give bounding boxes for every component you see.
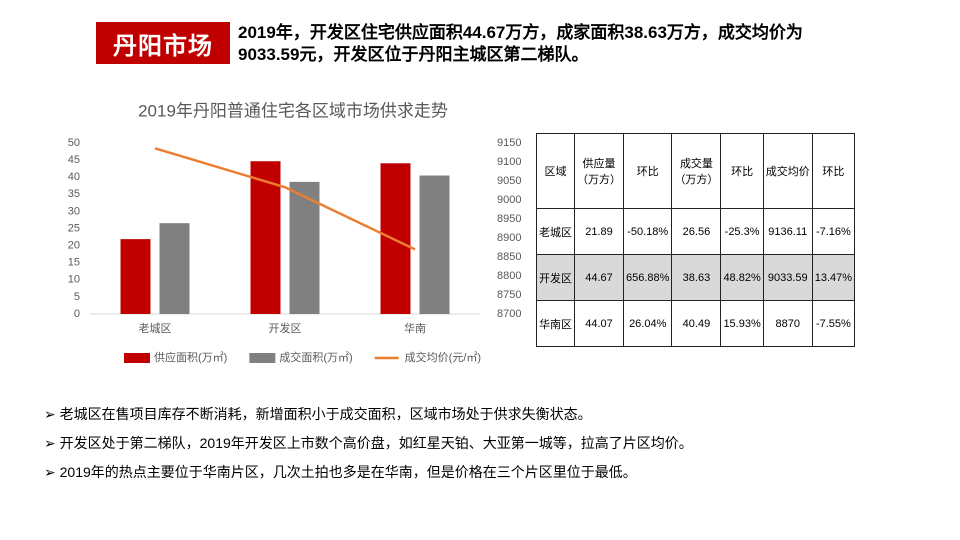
x-tick-label: 老城区 — [139, 322, 172, 335]
table-cell: -7.16% — [811, 208, 856, 255]
y-tick-label: 15 — [68, 257, 80, 269]
legend-label: 供应面积(万㎡) — [154, 350, 227, 364]
y-tick-label: 5 — [74, 291, 80, 303]
legend-swatch — [249, 353, 276, 363]
y-tick-label: 50 — [68, 137, 80, 149]
bullet-list: 老城区在售项目库存不断消耗，新增面积小于成交面积，区域市场处于供求失衡状态。开发… — [44, 403, 693, 490]
slide-title: 丹阳市场 — [96, 22, 230, 64]
y2-tick-label: 8950 — [497, 213, 521, 225]
y2-tick-label: 8900 — [497, 232, 521, 244]
bullet: 2019年的热点主要位于华南片区，几次土拍也多是在华南，但是价格在三个片区里位于… — [44, 461, 693, 490]
table-cell: 8870 — [762, 300, 813, 347]
summary-line: 9033.59元，开发区位于丹阳主城区第二梯队。 — [238, 45, 589, 64]
header-cell: 供应量 （万方） — [574, 133, 624, 209]
header-text: 供应量 — [582, 158, 616, 170]
table-cell: 13.47% — [811, 254, 856, 301]
header-text: 环比 — [822, 166, 845, 178]
header-text: 成交均价 — [765, 166, 810, 178]
y2-tick-label: 9050 — [497, 175, 521, 187]
y-tick-label: 10 — [68, 274, 80, 286]
bullet: 老城区在售项目库存不断消耗，新增面积小于成交面积，区域市场处于供求失衡状态。 — [44, 403, 693, 432]
table-cell: 9136.11 — [762, 208, 813, 255]
y-tick-label: 25 — [68, 222, 80, 234]
y-tick-label: 30 — [68, 205, 80, 217]
bar — [120, 239, 151, 314]
y-tick-label: 40 — [68, 171, 80, 183]
legend-label: 成交面积(万㎡) — [279, 350, 352, 364]
table-row: 华南区 44.07 26.04% 40.49 15.93% 8870 -7.55% — [536, 300, 856, 347]
table-cell: 38.63 — [671, 254, 722, 301]
table-cell: 21.89 — [574, 208, 624, 255]
summary-line: 2019年，开发区住宅供应面积44.67万方，成家面积38.63万方，成交均价为 — [238, 23, 803, 42]
bar — [289, 181, 320, 314]
header-cell: 区域 — [536, 133, 575, 209]
header-cell: 环比 — [622, 133, 673, 209]
data-table: 区域 供应量 （万方） 环比 成交量 （万方） 环比 成交均价 环比 老城区 21.89 -50.18… — [536, 133, 856, 347]
header-cell: 成交量 （万方） — [671, 133, 722, 209]
header-text: 环比 — [636, 166, 659, 178]
y2-tick-label: 8750 — [497, 289, 521, 301]
table-row: 开发区 44.67 656.88% 38.63 48.82% 9033.59 13.47% — [536, 254, 856, 301]
x-tick-label: 华南 — [404, 321, 426, 335]
bar — [419, 175, 450, 314]
bar — [159, 223, 190, 314]
table-cell: -50.18% — [622, 208, 673, 255]
y2-tick-label: 8700 — [497, 308, 521, 320]
chart: 2019年丹阳普通住宅各区域市场供求走势 0 5 10 15 20 25 30 35 40 45 5… — [68, 101, 522, 364]
summary: 2019年，开发区住宅供应面积44.67万方，成家面积38.63万方，成交均价为… — [238, 22, 803, 66]
table-cell: 44.67 — [574, 254, 624, 301]
table-cell: 华南区 — [536, 300, 575, 347]
x-tick-label: 开发区 — [269, 321, 302, 335]
y2-tick-label: 9100 — [497, 156, 521, 168]
header-cell: 环比 — [720, 133, 764, 209]
header-cell: 成交均价 — [762, 133, 813, 209]
header-cell: 环比 — [811, 133, 856, 209]
y2-tick-label: 8800 — [497, 270, 521, 282]
chart-title: 2019年丹阳普通住宅各区域市场供求走势 — [138, 101, 448, 120]
table-row: 老城区 21.89 -50.18% 26.56 -25.3% 9136.11 -7.16% — [536, 208, 856, 255]
y2-tick-label: 8850 — [497, 251, 521, 263]
table-cell: 656.88% — [622, 254, 673, 301]
y-tick-label: 0 — [74, 308, 80, 320]
table-cell: 15.93% — [720, 300, 764, 347]
header-row: 区域 供应量 （万方） 环比 成交量 （万方） 环比 成交均价 环比 — [536, 133, 856, 209]
header-text: （万方） — [577, 174, 621, 186]
table-cell: 26.56 — [671, 208, 722, 255]
header-text: 环比 — [731, 166, 754, 178]
y-tick-label: 45 — [68, 154, 80, 166]
y-tick-label: 35 — [68, 188, 80, 200]
header-text: 成交量 — [679, 158, 713, 170]
y-tick-label: 20 — [68, 240, 80, 252]
table-cell: -25.3% — [720, 208, 764, 255]
bar — [380, 163, 411, 314]
y2-tick-label: 9000 — [497, 194, 521, 206]
table-cell: 老城区 — [536, 208, 575, 255]
bar — [250, 161, 281, 314]
line-series — [154, 147, 416, 251]
table-cell: 26.04% — [622, 300, 673, 347]
header-text: （万方） — [674, 174, 719, 186]
legend-label: 成交均价(元/㎡) — [405, 350, 481, 364]
table-cell: 44.07 — [574, 300, 624, 347]
bullet: 开发区处于第二梯队，2019年开发区上市数个高价盘，如红星天铂、大亚第一城等，拉… — [44, 432, 693, 461]
table-cell: 48.82% — [720, 254, 764, 301]
y2-tick-label: 9150 — [497, 137, 521, 149]
table-cell: -7.55% — [811, 300, 856, 347]
table-cell: 40.49 — [671, 300, 722, 347]
legend-swatch — [124, 353, 150, 363]
header-text: 区域 — [544, 166, 567, 178]
table-cell: 开发区 — [536, 254, 575, 301]
table-cell: 9033.59 — [762, 254, 813, 301]
